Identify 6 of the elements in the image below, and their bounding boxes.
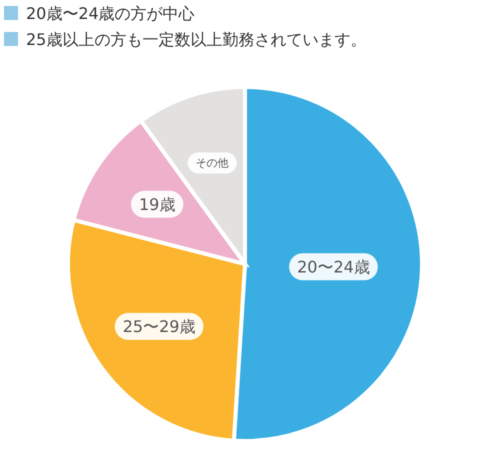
slice-label: 19歳 <box>138 194 176 214</box>
text: 25歳以上の方も一定数以上勤務されています。 <box>26 30 366 49</box>
slice-label: 20〜24歳 <box>297 257 370 276</box>
text: 20歳〜24歳の方が中心 <box>26 4 195 23</box>
slice-label: その他 <box>196 156 229 170</box>
slice-label: 25〜29歳 <box>122 316 196 336</box>
